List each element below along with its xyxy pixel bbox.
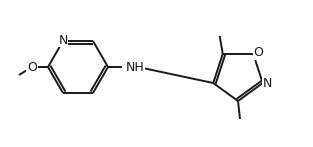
Text: NH: NH (126, 61, 145, 74)
Text: O: O (27, 61, 37, 74)
Text: N: N (263, 77, 272, 90)
Text: N: N (58, 34, 68, 46)
Text: O: O (253, 46, 263, 60)
